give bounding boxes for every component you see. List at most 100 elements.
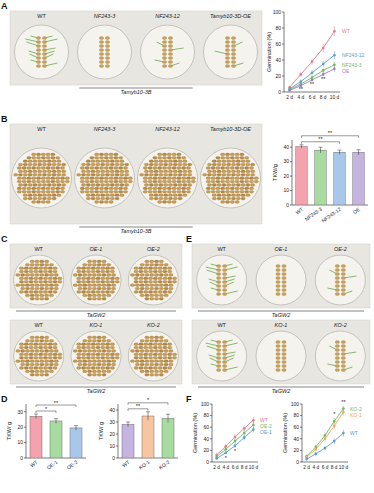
seed [172, 187, 176, 190]
seed [154, 373, 158, 376]
seed [87, 370, 91, 373]
y-tick-label: 20 [109, 431, 115, 437]
error-bar [334, 26, 335, 36]
seed [46, 167, 50, 170]
seed [276, 349, 280, 352]
seed [52, 173, 56, 176]
point [333, 440, 336, 443]
panel-letter: C [1, 234, 8, 244]
seed [43, 280, 47, 283]
seed [134, 367, 138, 370]
seed [159, 173, 163, 176]
seed [153, 190, 157, 193]
seed [30, 350, 34, 353]
seed [158, 346, 162, 349]
seed [145, 263, 149, 266]
photo: WTOE-1OE-2TaGW2 [10, 244, 182, 318]
seed [35, 370, 39, 373]
seed [41, 167, 45, 170]
seed [207, 173, 211, 176]
seed [276, 365, 280, 368]
seed [145, 294, 149, 297]
y-tick [290, 161, 292, 162]
seed [154, 184, 158, 187]
seed [154, 294, 158, 297]
seed [245, 187, 249, 190]
seed [276, 369, 280, 372]
seed [241, 173, 245, 176]
seed [96, 173, 100, 176]
petri-dish [128, 331, 178, 381]
error-bar [54, 419, 58, 424]
point [252, 428, 255, 431]
seed [216, 361, 220, 364]
photo: WTKO-1KO-2TaGW2 [192, 320, 370, 394]
series-label: WT [342, 28, 350, 34]
series-line [217, 420, 254, 455]
seed [125, 184, 129, 187]
seed [216, 190, 220, 193]
seed [52, 184, 56, 187]
error-bar [34, 414, 38, 419]
seed [81, 356, 85, 359]
seed [73, 350, 77, 353]
seed [24, 356, 28, 359]
y-tick-label: 100 [273, 9, 282, 15]
seed [96, 346, 100, 349]
significance-label: * [45, 406, 48, 412]
seed [231, 41, 235, 44]
seed [168, 346, 172, 349]
seed [14, 173, 18, 176]
seed [101, 173, 105, 176]
point [342, 411, 345, 414]
seed [251, 170, 255, 173]
seed [222, 285, 226, 288]
seed [109, 153, 113, 156]
seed [276, 265, 280, 268]
petri-dish [197, 255, 247, 305]
chart: 010203040TKW/gWTNF243-3NF243-12OE**** [272, 130, 368, 223]
seed [148, 187, 152, 190]
seed [81, 280, 85, 283]
seed [144, 356, 148, 359]
seed [17, 190, 21, 193]
seed [96, 353, 100, 356]
seed [54, 350, 58, 353]
seed [56, 167, 60, 170]
seed [158, 180, 162, 183]
seed [216, 269, 220, 272]
seed [216, 265, 220, 268]
seed [150, 360, 154, 363]
seed [221, 156, 225, 159]
seed [140, 274, 144, 277]
seed [53, 277, 57, 280]
seed [30, 274, 34, 277]
seed [91, 194, 95, 197]
seed [164, 360, 168, 363]
seed [52, 160, 56, 163]
seed [38, 163, 42, 166]
photo-background [10, 320, 182, 384]
seed [44, 336, 48, 339]
point [333, 54, 336, 57]
seed [62, 163, 66, 166]
seed [32, 177, 36, 180]
sample-label: Tamyb10-3D-OE [210, 126, 251, 132]
bar [142, 416, 154, 458]
seed [40, 297, 44, 300]
y-tick-label: 20 [283, 173, 289, 179]
seed [96, 356, 100, 359]
seed [211, 190, 215, 193]
seed [159, 350, 163, 353]
seed [96, 163, 100, 166]
seed [207, 170, 211, 173]
seed [162, 53, 166, 56]
seed [53, 343, 57, 346]
seed [211, 167, 215, 170]
seed [222, 357, 226, 360]
seed [17, 180, 21, 183]
seed [77, 267, 81, 270]
seed [86, 277, 90, 280]
y-tick-label: 100 [201, 401, 210, 407]
seed [282, 345, 286, 348]
